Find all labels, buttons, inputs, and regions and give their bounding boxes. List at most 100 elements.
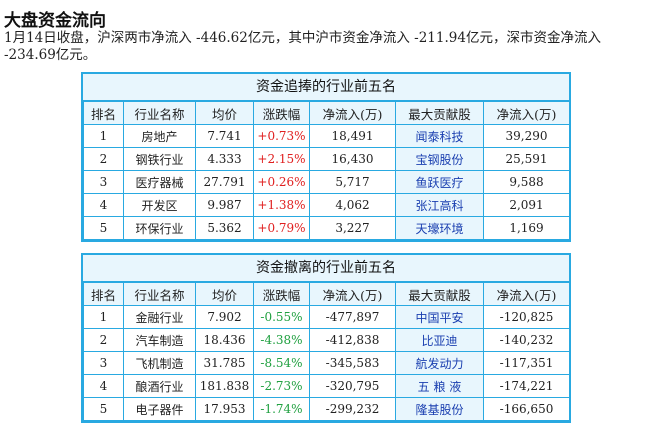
- col-net-header: 净流入(万): [309, 282, 396, 306]
- stock-link[interactable]: 隆基股份: [395, 397, 484, 421]
- stock-net-cell: -166,650: [483, 397, 570, 421]
- col-industry-header: 行业名称: [123, 101, 196, 125]
- rank-cell: 5: [83, 216, 124, 240]
- stock-net-cell: 1,169: [483, 216, 570, 240]
- price-cell: 7.902: [195, 305, 254, 329]
- change-cell: -1.74%: [253, 397, 310, 421]
- table-row: 5 环保行业 5.362 +0.79% 3,227 天壕环境 1,169: [83, 216, 570, 240]
- stock-link[interactable]: 闻泰科技: [395, 124, 484, 148]
- table-row: 4 酿酒行业 181.838 -2.73% -320,795 五 粮 液 -17…: [83, 374, 570, 398]
- change-cell: +0.26%: [253, 170, 310, 194]
- inflow-panel-title: 资金追捧的行业前五名: [83, 74, 569, 101]
- rank-cell: 2: [83, 328, 124, 352]
- net-cell: -477,897: [309, 305, 396, 329]
- stock-net-cell: -140,232: [483, 328, 570, 352]
- industry-cell: 电子器件: [123, 397, 196, 421]
- rank-cell: 4: [83, 374, 124, 398]
- change-cell: +0.79%: [253, 216, 310, 240]
- stock-link[interactable]: 天壕环境: [395, 216, 484, 240]
- inflow-table: 排名 行业名称 均价 涨跌幅 净流入(万) 最大贡献股 净流入(万) 1 房地产…: [83, 101, 570, 240]
- market-summary: 1月14日收盘，沪深两市净流入 -446.62亿元，其中沪市资金净流入 -211…: [4, 30, 601, 63]
- col-price-header: 均价: [195, 101, 254, 125]
- table-row: 2 汽车制造 18.436 -4.38% -412,838 比亚迪 -140,2…: [83, 328, 570, 352]
- price-cell: 181.838: [195, 374, 254, 398]
- col-stock-header: 最大贡献股: [395, 282, 484, 306]
- price-cell: 18.436: [195, 328, 254, 352]
- industry-cell: 环保行业: [123, 216, 196, 240]
- industry-cell: 飞机制造: [123, 351, 196, 375]
- page-title: 大盘资金流向: [4, 11, 106, 31]
- stock-link[interactable]: 中国平安: [395, 305, 484, 329]
- col-change-header: 涨跌幅: [253, 282, 310, 306]
- stock-net-cell: -120,825: [483, 305, 570, 329]
- col-stock-net-header: 净流入(万): [483, 282, 570, 306]
- net-cell: -345,583: [309, 351, 396, 375]
- rank-cell: 3: [83, 170, 124, 194]
- table-row: 2 钢铁行业 4.333 +2.15% 16,430 宝钢股份 25,591: [83, 147, 570, 171]
- change-cell: +0.73%: [253, 124, 310, 148]
- industry-cell: 汽车制造: [123, 328, 196, 352]
- stock-net-cell: 25,591: [483, 147, 570, 171]
- outflow-header-row: 排名 行业名称 均价 涨跌幅 净流入(万) 最大贡献股 净流入(万): [83, 282, 570, 306]
- rank-cell: 2: [83, 147, 124, 171]
- net-cell: -412,838: [309, 328, 396, 352]
- price-cell: 17.953: [195, 397, 254, 421]
- rank-cell: 1: [83, 124, 124, 148]
- industry-cell: 房地产: [123, 124, 196, 148]
- industry-cell: 开发区: [123, 193, 196, 217]
- net-cell: 5,717: [309, 170, 396, 194]
- table-row: 4 开发区 9.987 +1.38% 4,062 张江高科 2,091: [83, 193, 570, 217]
- net-cell: 18,491: [309, 124, 396, 148]
- stock-net-cell: -174,221: [483, 374, 570, 398]
- industry-cell: 金融行业: [123, 305, 196, 329]
- col-stock-header: 最大贡献股: [395, 101, 484, 125]
- price-cell: 31.785: [195, 351, 254, 375]
- inflow-panel: 资金追捧的行业前五名 排名 行业名称 均价 涨跌幅 净流入(万) 最大贡献股 净…: [81, 72, 571, 242]
- stock-link[interactable]: 张江高科: [395, 193, 484, 217]
- table-row: 3 医疗器械 27.791 +0.26% 5,717 鱼跃医疗 9,588: [83, 170, 570, 194]
- col-stock-net-header: 净流入(万): [483, 101, 570, 125]
- outflow-panel: 资金撤离的行业前五名 排名 行业名称 均价 涨跌幅 净流入(万) 最大贡献股 净…: [81, 253, 571, 423]
- net-cell: 4,062: [309, 193, 396, 217]
- rank-cell: 4: [83, 193, 124, 217]
- price-cell: 27.791: [195, 170, 254, 194]
- change-cell: -2.73%: [253, 374, 310, 398]
- stock-net-cell: 39,290: [483, 124, 570, 148]
- stock-link[interactable]: 航发动力: [395, 351, 484, 375]
- price-cell: 4.333: [195, 147, 254, 171]
- table-row: 1 金融行业 7.902 -0.55% -477,897 中国平安 -120,8…: [83, 305, 570, 329]
- table-row: 5 电子器件 17.953 -1.74% -299,232 隆基股份 -166,…: [83, 397, 570, 421]
- price-cell: 7.741: [195, 124, 254, 148]
- col-rank-header: 排名: [83, 282, 124, 306]
- stock-net-cell: -117,351: [483, 351, 570, 375]
- net-cell: -299,232: [309, 397, 396, 421]
- price-cell: 5.362: [195, 216, 254, 240]
- col-net-header: 净流入(万): [309, 101, 396, 125]
- net-cell: 3,227: [309, 216, 396, 240]
- rank-cell: 5: [83, 397, 124, 421]
- stock-link[interactable]: 比亚迪: [395, 328, 484, 352]
- table-row: 3 飞机制造 31.785 -8.54% -345,583 航发动力 -117,…: [83, 351, 570, 375]
- inflow-header-row: 排名 行业名称 均价 涨跌幅 净流入(万) 最大贡献股 净流入(万): [83, 101, 570, 125]
- change-cell: -4.38%: [253, 328, 310, 352]
- col-rank-header: 排名: [83, 101, 124, 125]
- price-cell: 9.987: [195, 193, 254, 217]
- table-row: 1 房地产 7.741 +0.73% 18,491 闻泰科技 39,290: [83, 124, 570, 148]
- industry-cell: 钢铁行业: [123, 147, 196, 171]
- change-cell: -8.54%: [253, 351, 310, 375]
- rank-cell: 1: [83, 305, 124, 329]
- stock-link[interactable]: 鱼跃医疗: [395, 170, 484, 194]
- col-price-header: 均价: [195, 282, 254, 306]
- col-change-header: 涨跌幅: [253, 101, 310, 125]
- outflow-table: 排名 行业名称 均价 涨跌幅 净流入(万) 最大贡献股 净流入(万) 1 金融行…: [83, 282, 570, 421]
- change-cell: -0.55%: [253, 305, 310, 329]
- stock-net-cell: 9,588: [483, 170, 570, 194]
- outflow-panel-title: 资金撤离的行业前五名: [83, 255, 569, 282]
- change-cell: +1.38%: [253, 193, 310, 217]
- net-cell: 16,430: [309, 147, 396, 171]
- stock-link[interactable]: 五 粮 液: [395, 374, 484, 398]
- net-cell: -320,795: [309, 374, 396, 398]
- change-cell: +2.15%: [253, 147, 310, 171]
- stock-link[interactable]: 宝钢股份: [395, 147, 484, 171]
- rank-cell: 3: [83, 351, 124, 375]
